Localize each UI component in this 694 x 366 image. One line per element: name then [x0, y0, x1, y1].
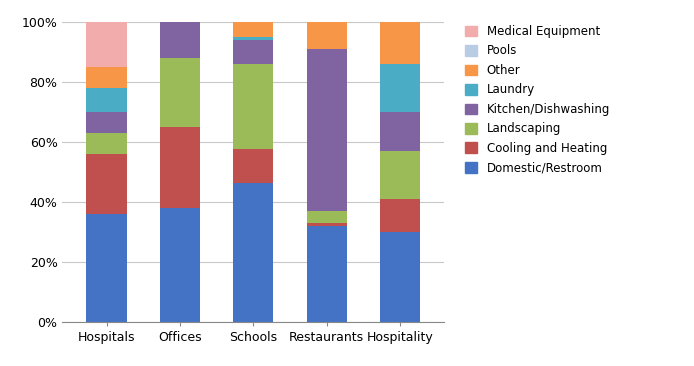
Bar: [160, 208, 200, 322]
Bar: [307, 226, 347, 322]
Bar: [233, 183, 273, 322]
Bar: [86, 154, 127, 214]
Bar: [380, 112, 421, 151]
Bar: [86, 67, 127, 88]
Bar: [380, 199, 421, 232]
Bar: [380, 22, 421, 64]
Bar: [233, 37, 273, 40]
Bar: [160, 22, 200, 58]
Bar: [380, 151, 421, 199]
Bar: [233, 149, 273, 183]
Bar: [380, 232, 421, 322]
Bar: [86, 22, 127, 67]
Bar: [160, 58, 200, 127]
Bar: [233, 22, 273, 37]
Bar: [233, 64, 273, 149]
Bar: [86, 112, 127, 133]
Bar: [380, 64, 421, 112]
Bar: [307, 49, 347, 211]
Bar: [86, 88, 127, 112]
Legend: Medical Equipment, Pools, Other, Laundry, Kitchen/Dishwashing, Landscaping, Cool: Medical Equipment, Pools, Other, Laundry…: [466, 25, 610, 174]
Bar: [307, 223, 347, 226]
Bar: [86, 133, 127, 154]
Bar: [160, 127, 200, 208]
Bar: [307, 211, 347, 223]
Bar: [233, 40, 273, 64]
Bar: [86, 214, 127, 322]
Bar: [307, 22, 347, 49]
